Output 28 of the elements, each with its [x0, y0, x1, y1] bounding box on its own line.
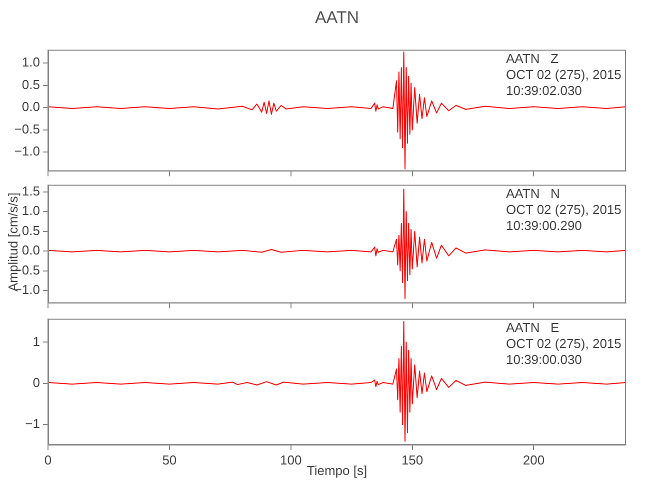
- y-tick-label: 1: [32, 334, 40, 349]
- x-tick-label: 150: [401, 452, 424, 468]
- x-tick-label: 100: [280, 452, 302, 468]
- annotation: OCT 02 (275), 2015: [506, 202, 622, 217]
- annotation: 10:39:02.030: [506, 83, 582, 98]
- annotation: 10:39:00.030: [506, 352, 582, 367]
- annotation: AATN Z: [506, 51, 558, 66]
- y-tick-label: −1: [25, 416, 40, 432]
- annotation: OCT 02 (275), 2015: [506, 67, 622, 82]
- x-tick-label: 0: [44, 452, 52, 468]
- y-tick-label: −1.0: [14, 144, 40, 159]
- annotation: 10:39:00.290: [506, 218, 582, 233]
- y-tick-label: 1.5: [22, 183, 40, 198]
- y-tick-label: 0.5: [22, 222, 40, 238]
- y-tick-label: 0: [32, 374, 40, 390]
- x-axis-title: Tiempo [s]: [306, 463, 368, 478]
- y-tick-label: −0.5: [14, 121, 40, 136]
- annotation: AATN N: [506, 186, 560, 201]
- x-tick-label: 200: [522, 452, 545, 468]
- x-tick-label: 50: [162, 452, 177, 468]
- annotation: AATN E: [506, 320, 560, 335]
- y-tick-label: 0.0: [22, 242, 40, 258]
- chart-title: AATN: [314, 8, 360, 28]
- y-tick-label: 1.0: [22, 54, 40, 70]
- annotation: OCT 02 (275), 2015: [506, 336, 622, 351]
- y-tick-label: 1.0: [22, 203, 40, 218]
- y-tick-label: 0.5: [22, 76, 40, 92]
- y-tick-label: 0.0: [22, 99, 40, 114]
